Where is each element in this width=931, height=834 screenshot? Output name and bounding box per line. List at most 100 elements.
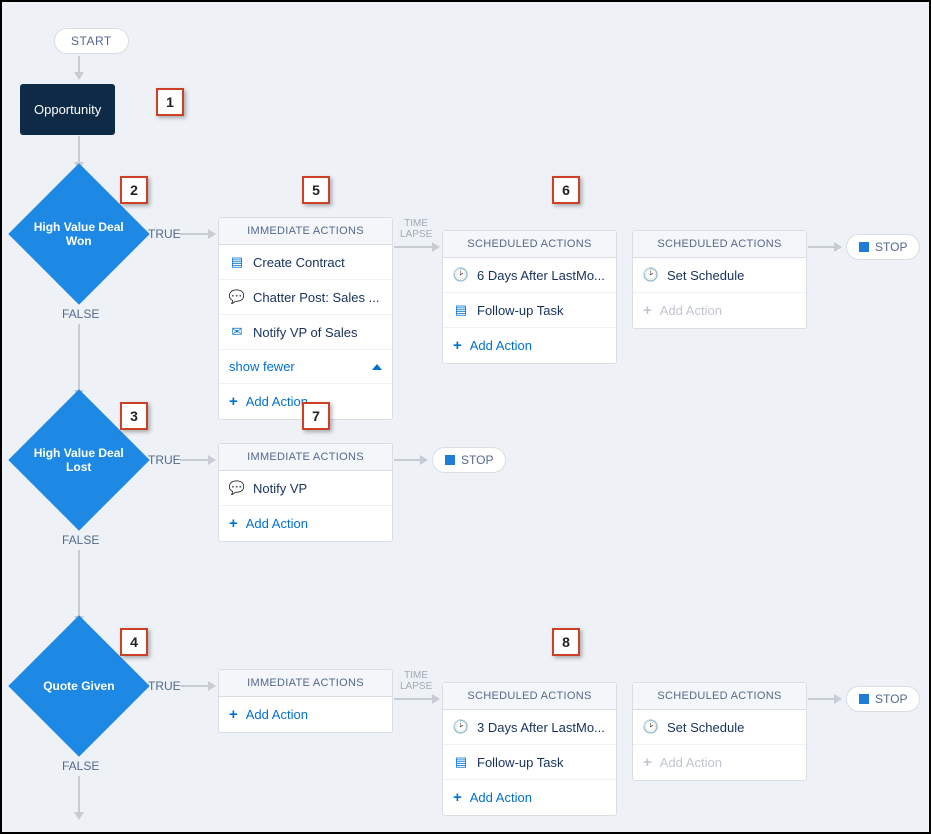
callout-7: 7 — [302, 402, 330, 430]
mail-icon: ✉ — [229, 324, 245, 340]
arrow-head-right-icon — [208, 229, 216, 239]
arrow-head-right-icon — [432, 242, 440, 252]
card-title: IMMEDIATE ACTIONS — [219, 670, 392, 697]
scheduled-actions-card: SCHEDULED ACTIONS 🕑 Set Schedule + Add A… — [632, 230, 807, 329]
callout-8: 8 — [552, 628, 580, 656]
record-icon: ▤ — [453, 754, 469, 770]
time-lapse-label-2: LAPSE — [400, 229, 432, 240]
branch-true-label: TRUE — [148, 679, 181, 693]
arrow-head-right-icon — [834, 694, 842, 704]
connector — [78, 550, 80, 618]
connector — [180, 233, 210, 235]
chatter-icon: 💬 — [229, 480, 245, 496]
arrow-head-down-icon — [74, 72, 84, 80]
connector — [180, 685, 210, 687]
branch-false-label: FALSE — [62, 759, 99, 773]
stop-node: STOP — [432, 447, 506, 473]
connector — [394, 246, 434, 248]
start-label: START — [71, 34, 112, 48]
time-lapse-label-2: LAPSE — [400, 681, 432, 692]
card-title: IMMEDIATE ACTIONS — [219, 444, 392, 471]
action-item[interactable]: ▤ Follow-up Task — [443, 745, 616, 780]
add-action-link-disabled: + Add Action — [633, 293, 806, 328]
decision-label: High Value Deal Won — [29, 220, 129, 249]
action-item[interactable]: ✉ Notify VP of Sales — [219, 315, 392, 350]
branch-false-label: FALSE — [62, 307, 99, 321]
decision-label: Quote Given — [29, 679, 129, 693]
plus-icon: + — [643, 754, 652, 771]
connector — [394, 459, 422, 461]
time-lapse-label-1: TIME — [400, 670, 432, 681]
add-action-link[interactable]: + Add Action — [443, 328, 616, 363]
plus-icon: + — [229, 393, 238, 410]
stop-icon — [859, 242, 869, 252]
connector — [180, 459, 210, 461]
decision-label: High Value Deal Lost — [29, 446, 129, 475]
card-title: SCHEDULED ACTIONS — [633, 231, 806, 258]
stop-icon — [859, 694, 869, 704]
card-title: SCHEDULED ACTIONS — [633, 683, 806, 710]
stop-node: STOP — [846, 234, 920, 260]
chevron-up-icon — [372, 364, 382, 370]
immediate-actions-card: IMMEDIATE ACTIONS 💬 Notify VP + Add Acti… — [218, 443, 393, 542]
scheduled-actions-card: SCHEDULED ACTIONS 🕑 Set Schedule + Add A… — [632, 682, 807, 781]
schedule-item[interactable]: 🕑 3 Days After LastMo... — [443, 710, 616, 745]
arrow-head-right-icon — [208, 681, 216, 691]
immediate-actions-card: IMMEDIATE ACTIONS ▤ Create Contract 💬 Ch… — [218, 217, 393, 420]
branch-true-label: TRUE — [148, 227, 181, 241]
add-action-link[interactable]: + Add Action — [219, 697, 392, 732]
time-lapse-label-1: TIME — [400, 218, 432, 229]
schedule-item[interactable]: 🕑 Set Schedule — [633, 710, 806, 745]
record-icon: ▤ — [453, 302, 469, 318]
action-item[interactable]: ▤ Follow-up Task — [443, 293, 616, 328]
action-item[interactable]: 💬 Notify VP — [219, 471, 392, 506]
clock-icon: 🕑 — [643, 719, 659, 735]
schedule-item[interactable]: 🕑 Set Schedule — [633, 258, 806, 293]
start-node: START — [54, 28, 129, 54]
arrow-head-right-icon — [420, 455, 428, 465]
immediate-actions-card: IMMEDIATE ACTIONS + Add Action — [218, 669, 393, 733]
connector — [78, 776, 80, 814]
connector — [78, 324, 80, 392]
card-title: SCHEDULED ACTIONS — [443, 231, 616, 258]
plus-icon: + — [643, 302, 652, 319]
clock-icon: 🕑 — [453, 267, 469, 283]
add-action-link[interactable]: + Add Action — [443, 780, 616, 815]
action-item[interactable]: ▤ Create Contract — [219, 245, 392, 280]
record-icon: ▤ — [229, 254, 245, 270]
arrow-head-right-icon — [208, 455, 216, 465]
process-canvas: START Opportunity 1 High Value Deal Won … — [0, 0, 931, 834]
arrow-head-right-icon — [432, 694, 440, 704]
add-action-link[interactable]: + Add Action — [219, 506, 392, 541]
arrow-head-right-icon — [834, 242, 842, 252]
object-label: Opportunity — [34, 102, 101, 117]
callout-4: 4 — [120, 628, 148, 656]
stop-label: STOP — [875, 240, 907, 254]
callout-6: 6 — [552, 176, 580, 204]
add-action-link-disabled: + Add Action — [633, 745, 806, 780]
connector — [394, 698, 434, 700]
stop-label: STOP — [461, 453, 493, 467]
object-node[interactable]: Opportunity — [20, 84, 115, 135]
plus-icon: + — [229, 706, 238, 723]
clock-icon: 🕑 — [453, 719, 469, 735]
card-title: SCHEDULED ACTIONS — [443, 683, 616, 710]
plus-icon: + — [453, 337, 462, 354]
arrow-head-down-icon — [74, 812, 84, 820]
chatter-icon: 💬 — [229, 289, 245, 305]
scheduled-actions-card: SCHEDULED ACTIONS 🕑 3 Days After LastMo.… — [442, 682, 617, 816]
card-title: IMMEDIATE ACTIONS — [219, 218, 392, 245]
branch-true-label: TRUE — [148, 453, 181, 467]
plus-icon: + — [229, 515, 238, 532]
scheduled-actions-card: SCHEDULED ACTIONS 🕑 6 Days After LastMo.… — [442, 230, 617, 364]
show-fewer-link[interactable]: show fewer — [219, 350, 392, 384]
stop-label: STOP — [875, 692, 907, 706]
callout-1: 1 — [156, 88, 184, 116]
connector — [78, 136, 80, 164]
schedule-item[interactable]: 🕑 6 Days After LastMo... — [443, 258, 616, 293]
callout-2: 2 — [120, 176, 148, 204]
callout-5: 5 — [302, 176, 330, 204]
branch-false-label: FALSE — [62, 533, 99, 547]
clock-icon: 🕑 — [643, 267, 659, 283]
action-item[interactable]: 💬 Chatter Post: Sales ... — [219, 280, 392, 315]
